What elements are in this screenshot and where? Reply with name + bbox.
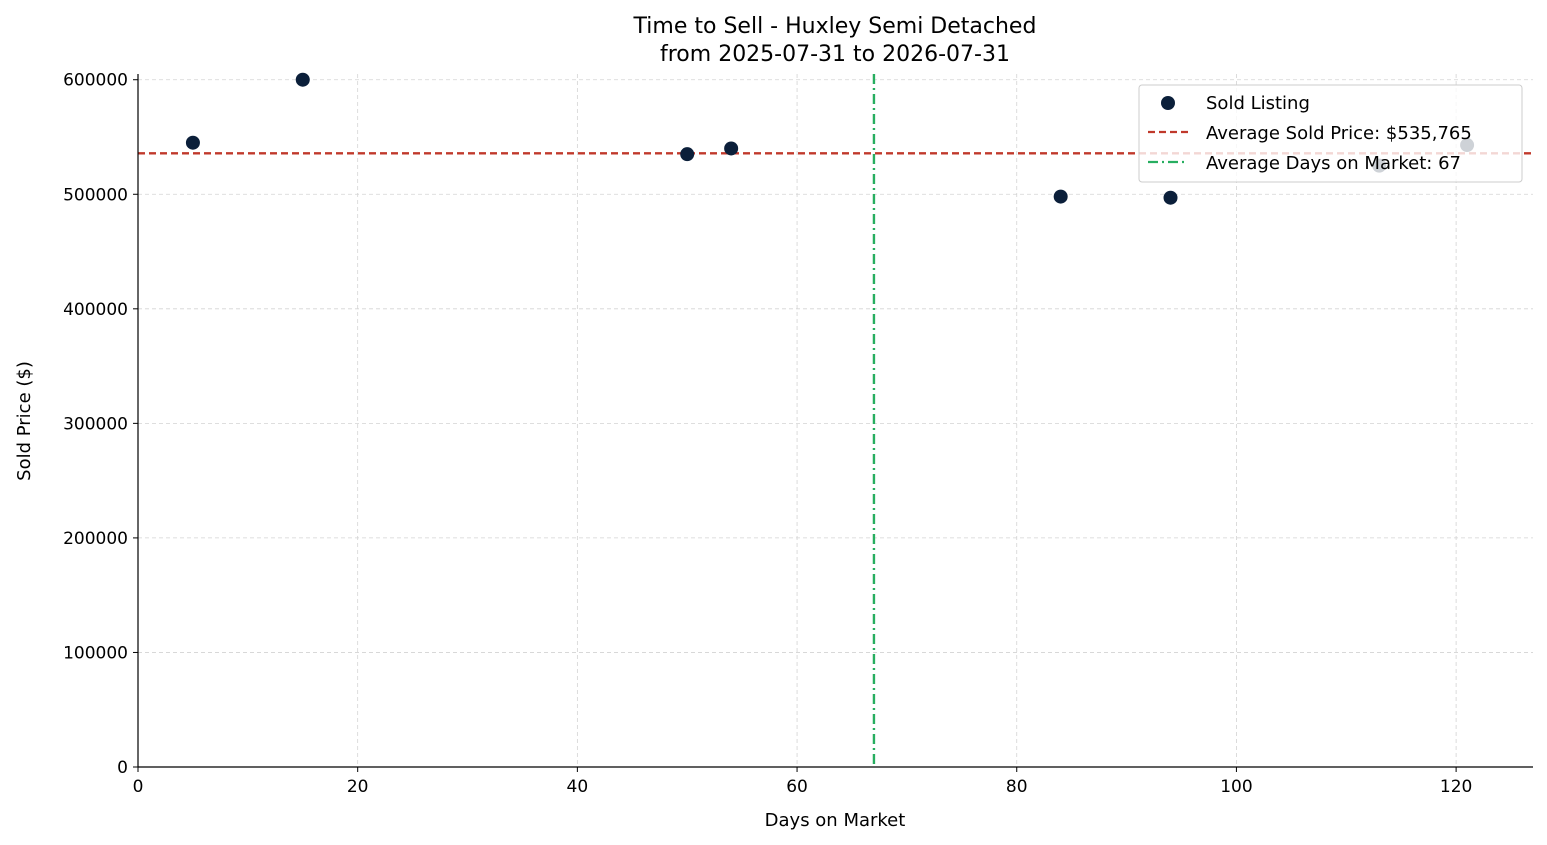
y-tick-label: 500000: [63, 185, 128, 205]
y-tick-label: 600000: [63, 71, 128, 91]
x-tick-label: 60: [786, 777, 808, 797]
y-axis-title: Sold Price ($): [14, 361, 35, 481]
legend-label-average-price: Average Sold Price: $535,765: [1206, 123, 1472, 144]
x-tick-label: 80: [1006, 777, 1028, 797]
legend-label-average-days: Average Days on Market: 67: [1206, 153, 1461, 174]
x-tick-label: 40: [567, 777, 589, 797]
y-tick-label: 100000: [63, 643, 128, 663]
data-point: [185, 135, 200, 150]
legend: Sold Listing Average Sold Price: $535,76…: [1138, 84, 1523, 183]
axes: [137, 74, 1533, 768]
legend-label-sold-listing: Sold Listing: [1206, 93, 1310, 114]
x-axis-title: Days on Market: [765, 810, 906, 831]
y-tick-label: 300000: [63, 414, 128, 434]
x-tick-label: 100: [1220, 777, 1252, 797]
legend-marker-sold-listing: [1161, 96, 1175, 110]
tick-labels: 0 20 40 60 80 100 120 0 100000 200000 300000 400000…: [63, 71, 1472, 797]
x-tick-label: 120: [1440, 777, 1472, 797]
grid: [137, 74, 1533, 768]
reference-lines: [138, 74, 1533, 767]
x-tick-label: 20: [347, 777, 369, 797]
data-point: [724, 141, 739, 156]
legend-frame: [1138, 84, 1523, 183]
data-point: [1163, 190, 1178, 205]
chart-title: Time to Sell - Huxley Semi Detached: [633, 14, 1037, 39]
y-tick-label: 400000: [63, 300, 128, 320]
chart-subtitle: from 2025-07-31 to 2026-07-31: [660, 42, 1010, 67]
y-tick-label: 200000: [63, 529, 128, 549]
data-point: [1053, 189, 1068, 204]
data-point: [295, 72, 310, 87]
x-tick-label: 0: [133, 777, 144, 797]
data-point: [680, 147, 695, 162]
y-tick-label: 0: [117, 758, 128, 778]
